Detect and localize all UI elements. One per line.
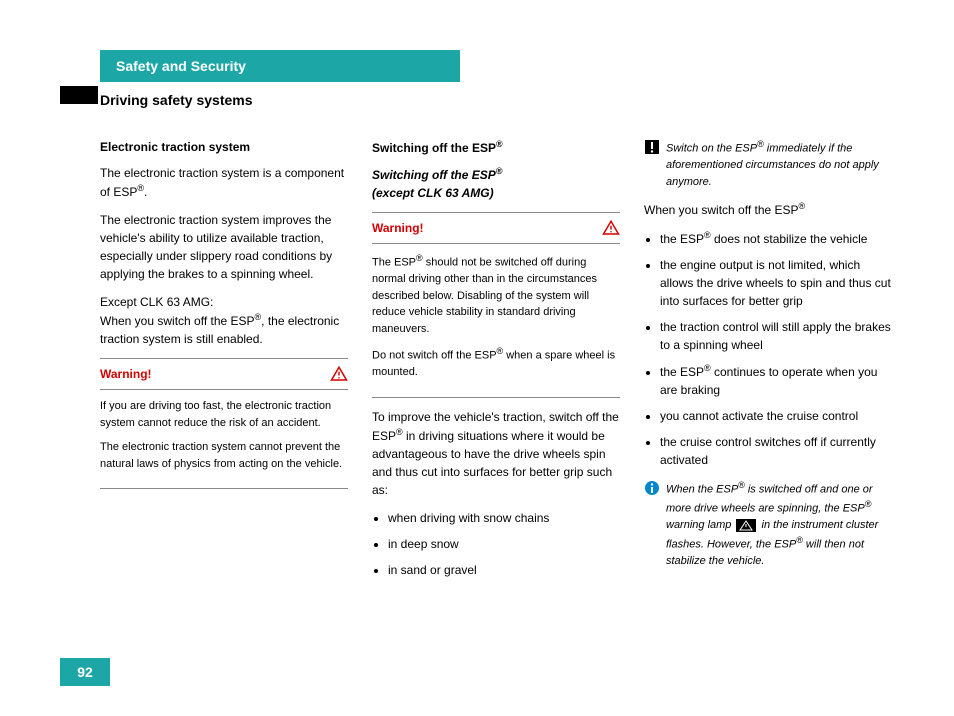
column-2: Switching off the ESP® Switching off the… bbox=[372, 138, 620, 589]
list-item: in sand or gravel bbox=[388, 561, 620, 579]
col3-list: the ESP® does not stabilize the vehicle … bbox=[660, 229, 892, 469]
col1-para-1: The electronic traction system is a comp… bbox=[100, 164, 348, 201]
list-item: the cruise control switches off if curre… bbox=[660, 433, 892, 469]
warning-title: Warning! bbox=[100, 365, 152, 383]
list-item: the ESP® does not stabilize the vehicle bbox=[660, 229, 892, 248]
exclamation-icon bbox=[644, 139, 660, 155]
col2-subheading: Switching off the ESP® (except CLK 63 AM… bbox=[372, 165, 620, 202]
info-note-1: When the ESP® is switched off and one or… bbox=[644, 479, 892, 569]
section-subtitle: Driving safety systems bbox=[100, 92, 924, 108]
warning-2-text-2: Do not switch off the ESP® when a spare … bbox=[372, 345, 620, 381]
column-1: Electronic traction system The electroni… bbox=[100, 138, 348, 589]
warning-1-text-2: The electronic traction system cannot pr… bbox=[100, 439, 348, 472]
info-icon bbox=[644, 480, 660, 496]
col3-para-1: When you switch off the ESP® bbox=[644, 200, 892, 219]
list-item: in deep snow bbox=[388, 535, 620, 553]
warning-triangle-icon bbox=[602, 219, 620, 237]
list-item: when driving with snow chains bbox=[388, 509, 620, 527]
list-item: the traction control will still apply th… bbox=[660, 318, 892, 354]
list-item: you cannot activate the cruise control bbox=[660, 407, 892, 425]
warning-box-2: Warning! The ESP® should not be switched… bbox=[372, 212, 620, 398]
warning-1-text-1: If you are driving too fast, the electro… bbox=[100, 398, 348, 431]
col2-list: when driving with snow chains in deep sn… bbox=[388, 509, 620, 579]
col1-heading: Electronic traction system bbox=[100, 138, 348, 156]
warning-2-text-1: The ESP® should not be switched off duri… bbox=[372, 252, 620, 337]
col2-para-1: To improve the vehicle's traction, switc… bbox=[372, 408, 620, 499]
list-item: the ESP® continues to operate when you a… bbox=[660, 362, 892, 399]
chapter-header: Safety and Security bbox=[100, 50, 460, 82]
warning-box-1: Warning! If you are driving too fast, th… bbox=[100, 358, 348, 489]
col2-heading: Switching off the ESP® bbox=[372, 138, 620, 157]
content-columns: Electronic traction system The electroni… bbox=[100, 138, 924, 589]
warning-triangle-icon bbox=[330, 365, 348, 383]
list-item: the engine output is not limited, which … bbox=[660, 256, 892, 310]
column-3: Switch on the ESP® immediately if the af… bbox=[644, 138, 892, 589]
section-tab bbox=[60, 86, 98, 104]
esp-lamp-icon bbox=[736, 519, 756, 532]
col1-para-3: Except CLK 63 AMG: When you switch off t… bbox=[100, 293, 348, 348]
col1-para-2: The electronic traction system improves … bbox=[100, 211, 348, 283]
page-number: 92 bbox=[60, 658, 110, 686]
manual-page: Safety and Security Driving safety syste… bbox=[60, 50, 924, 686]
important-note-1: Switch on the ESP® immediately if the af… bbox=[644, 138, 892, 190]
warning-title: Warning! bbox=[372, 219, 424, 237]
